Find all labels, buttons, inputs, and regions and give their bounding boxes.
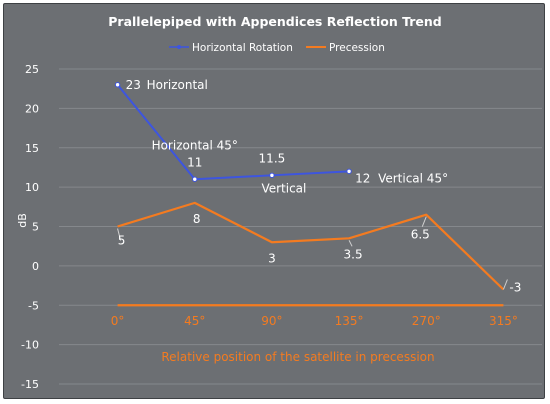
data-label-precession-0: 5: [118, 234, 126, 248]
y-tick-label: 10: [25, 181, 39, 194]
y-tick-label: 15: [25, 142, 39, 155]
annotation-horizontal: Horizontal: [147, 78, 208, 92]
legend-label-horizontal-rotation: Horizontal Rotation: [192, 42, 293, 54]
data-label-horizontal-rotation-90: 11.5: [259, 151, 286, 165]
x-category-label: 0°: [111, 314, 125, 328]
data-label-horizontal-rotation-0: 23: [126, 78, 141, 92]
chart-frame: Prallelepiped with Appendices Reflection…: [3, 3, 545, 399]
y-tick-label: 5: [32, 221, 39, 234]
legend-label-precession: Precession: [329, 42, 385, 54]
x-category-label: 315°: [489, 314, 518, 328]
data-label-leader: [502, 279, 508, 290]
data-label-horizontal-rotation-45: 11: [187, 155, 202, 169]
series-line-precession: [117, 201, 505, 291]
y-axis-label: dB: [16, 213, 29, 228]
data-point-horizontal-rotation-135: [346, 168, 352, 175]
data-label-precession-90: 3: [268, 251, 276, 265]
legend: Horizontal Rotation Precession: [169, 42, 385, 54]
data-label-horizontal-rotation-135: 12: [355, 171, 370, 185]
y-tick-label: 0: [32, 260, 39, 273]
annotation-vertical-45: Vertical 45°: [378, 171, 448, 185]
data-label-leader: [117, 228, 122, 241]
y-tick-label: -15: [21, 378, 39, 391]
data-label-precession-270: 6.5: [411, 228, 430, 242]
x-category-label: 270°: [412, 314, 441, 328]
data-label-precession-45: 8: [193, 212, 201, 226]
data-label-precession-135: 3.5: [344, 247, 363, 261]
data-label-leader: [348, 240, 353, 247]
legend-marker-horizontal-rotation: [177, 45, 181, 49]
y-tick-label: 20: [25, 102, 39, 115]
data-point-horizontal-rotation-0: [114, 82, 121, 88]
x-category-label: 45°: [184, 314, 205, 328]
y-axis-ticks: 25 20 15 10 5 0 -5 -10 -15: [21, 63, 39, 391]
series-group: 5 8 3 3.5 6.5 -3 23 Horizontal 11 Horizontal 45° 1…: [114, 78, 521, 295]
x-category-label: 90°: [261, 314, 282, 328]
x-category-label: 135°: [335, 314, 364, 328]
x-axis-categories: 0° 45° 90° 135° 270° 315°: [111, 314, 518, 328]
data-label-leader: [421, 216, 427, 227]
x-axis-title: Relative position of the satellite in pr…: [161, 350, 434, 364]
grid: [59, 68, 542, 385]
series-line-horizontal-rotation: [116, 84, 350, 181]
y-tick-label: -10: [21, 339, 39, 352]
chart-title: Prallelepiped with Appendices Reflection…: [108, 14, 441, 29]
annotation-vertical: Vertical: [261, 181, 306, 195]
data-label-precession-315: -3: [509, 281, 521, 295]
annotation-horizontal-45: Horizontal 45°: [152, 138, 238, 152]
data-point-horizontal-rotation-45: [192, 176, 198, 182]
data-point-horizontal-rotation-90: [269, 172, 275, 179]
y-tick-label: 25: [25, 63, 39, 76]
y-tick-label: -5: [28, 299, 39, 312]
chart: Prallelepiped with Appendices Reflection…: [16, 14, 542, 391]
